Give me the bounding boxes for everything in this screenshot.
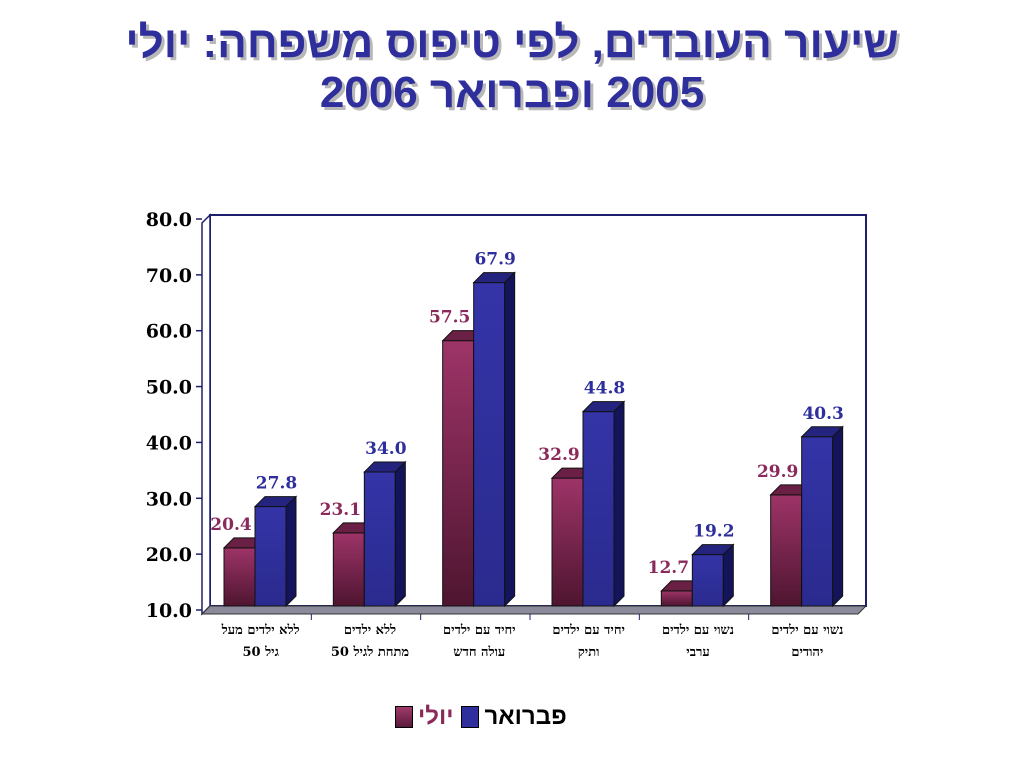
data-label: 23.1 (320, 500, 361, 520)
data-label: 34.0 (365, 439, 407, 459)
y-tick-label: 10.0 (146, 600, 192, 622)
bar (363, 471, 396, 607)
bar (801, 436, 834, 607)
bar-side (504, 271, 516, 608)
chart-title: שיעור העובדים, לפי טיפוס משפחה: יולי 200… (0, 18, 1024, 118)
x-tick-label: מתחת לגיל 50 (331, 645, 410, 660)
data-label: 27.8 (256, 474, 297, 494)
bar (770, 494, 803, 607)
x-tick-label: יחיד עם ילדים (552, 623, 625, 638)
y-tick-label: 80.0 (146, 209, 192, 231)
x-tick-label: גיל 50 (242, 645, 278, 660)
legend-item-july: יולי (395, 703, 453, 731)
x-tick-label: ערבי (686, 645, 709, 660)
data-label: 44.8 (584, 379, 625, 399)
y-tick-label: 50.0 (146, 377, 192, 399)
bar-side (832, 425, 844, 608)
data-label: 32.9 (538, 445, 579, 465)
bar-side (613, 400, 625, 608)
bar (254, 506, 287, 607)
data-label: 67.9 (474, 250, 515, 270)
legend-label-february: פברואר (484, 703, 567, 730)
x-tick-label: נשוי עם ילדים (771, 623, 843, 638)
x-tick-label: יהודים (791, 645, 823, 660)
title-line-2: 2005 ופברואר 2006 (319, 68, 705, 117)
chart-floor (200, 605, 868, 615)
bar-side (722, 543, 734, 608)
bar-side (394, 460, 406, 608)
bar (332, 532, 365, 607)
bar (660, 590, 693, 607)
legend-item-february: פברואר (461, 703, 567, 731)
bar-side (285, 495, 297, 608)
side-wall (201, 213, 211, 616)
y-tick-label: 30.0 (146, 488, 192, 510)
x-tick-label: ללא ילדים מעל (221, 623, 300, 638)
x-tick-label: נשוי עם ילדים (662, 623, 734, 638)
x-tick-label: ללא ילדים (344, 623, 396, 638)
bar (473, 282, 506, 607)
x-tick-label: יחיד עם ילדים (443, 623, 516, 638)
legend-swatch-february (461, 706, 480, 728)
data-label: 29.9 (757, 462, 798, 482)
legend: יולי פברואר (395, 703, 567, 731)
title-line-1: שיעור העובדים, לפי טיפוס משפחה: יולי (125, 18, 899, 67)
data-label: 19.2 (693, 522, 734, 542)
data-label: 12.7 (648, 558, 689, 578)
bar (691, 554, 724, 607)
data-label: 20.4 (210, 515, 252, 535)
legend-swatch-july (395, 706, 413, 728)
plot-area (209, 214, 867, 607)
bar (442, 340, 475, 607)
legend-label-july: יולי (418, 703, 454, 730)
y-tick-label: 70.0 (146, 265, 192, 287)
y-tick-label: 40.0 (146, 432, 192, 454)
x-tick-label: עולה חדש (453, 645, 505, 660)
y-tick-label: 60.0 (146, 321, 192, 343)
data-label: 57.5 (429, 308, 470, 328)
bar (582, 411, 615, 607)
bar (551, 477, 584, 607)
y-tick-label: 20.0 (146, 544, 192, 566)
x-tick-label: ותיק (578, 645, 600, 660)
data-label: 40.3 (802, 404, 843, 424)
bar (223, 547, 256, 607)
